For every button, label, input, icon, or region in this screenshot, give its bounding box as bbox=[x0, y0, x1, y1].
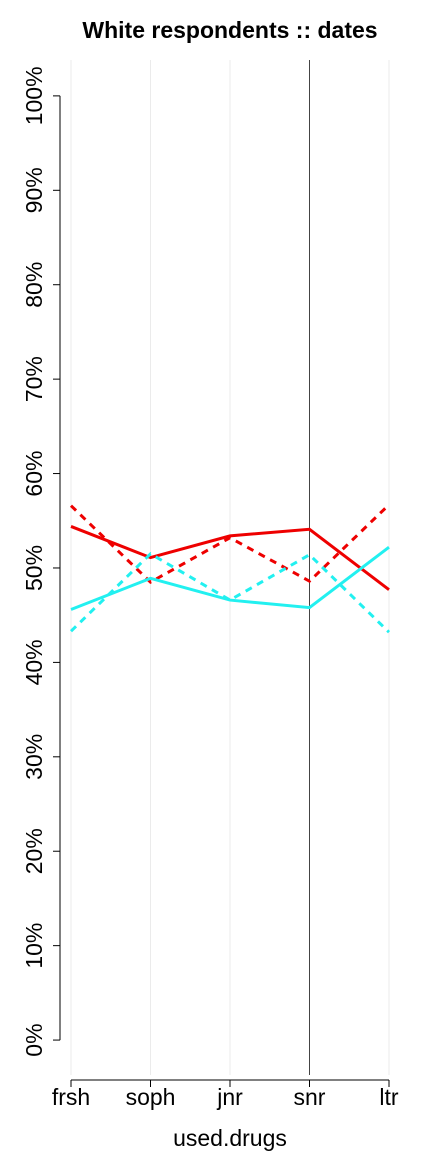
y-tick-label: 100% bbox=[21, 66, 47, 125]
y-tick-label: 50% bbox=[21, 545, 47, 591]
y-tick-label: 80% bbox=[21, 262, 47, 308]
y-tick-label: 30% bbox=[21, 734, 47, 780]
x-tick-label: ltr bbox=[379, 1084, 399, 1110]
x-tick-label: frsh bbox=[52, 1084, 90, 1110]
x-tick-label: snr bbox=[294, 1084, 326, 1110]
y-tick-label: 60% bbox=[21, 451, 47, 497]
series-line bbox=[70, 546, 390, 611]
x-tick-label: soph bbox=[126, 1084, 176, 1110]
y-tick-label: 0% bbox=[21, 1023, 47, 1056]
series-line bbox=[69, 503, 391, 584]
y-tick-label: 90% bbox=[21, 167, 47, 213]
chart-title: White respondents :: dates bbox=[82, 17, 377, 43]
series-line bbox=[70, 525, 390, 591]
series-line bbox=[69, 551, 391, 634]
y-tick-label: 40% bbox=[21, 639, 47, 685]
x-axis-label: used.drugs bbox=[173, 1125, 287, 1151]
y-tick-label: 10% bbox=[21, 923, 47, 969]
x-tick-label: jnr bbox=[216, 1084, 243, 1110]
y-tick-label: 70% bbox=[21, 356, 47, 402]
y-tick-label: 20% bbox=[21, 828, 47, 874]
